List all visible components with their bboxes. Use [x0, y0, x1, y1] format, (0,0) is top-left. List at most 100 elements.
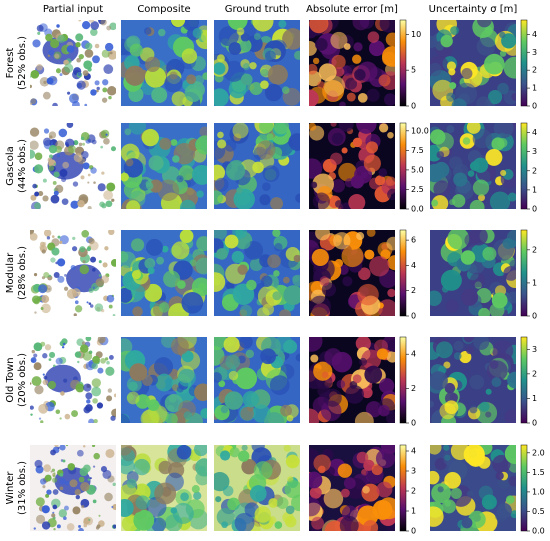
- image-texture: [75, 383, 85, 393]
- image-texture: [309, 497, 321, 517]
- image-texture: [375, 448, 395, 469]
- colorbar: [399, 229, 407, 317]
- image-texture: [238, 450, 250, 462]
- image-texture: [472, 157, 489, 173]
- image-texture: [364, 249, 375, 260]
- image-texture: [92, 355, 100, 364]
- image-texture: [321, 282, 337, 297]
- image-texture: [36, 63, 43, 71]
- image-texture: [283, 276, 290, 284]
- image-texture: [85, 404, 93, 412]
- image-texture: [267, 64, 288, 85]
- image-texture: [235, 367, 258, 390]
- image-texture: [449, 82, 457, 90]
- image-texture: [430, 445, 442, 455]
- image-texture: [82, 260, 86, 264]
- image-texture: [318, 63, 337, 82]
- image-texture: [62, 459, 66, 463]
- image-texture: [154, 482, 177, 505]
- image-texture: [79, 264, 90, 275]
- image-texture: [60, 391, 65, 396]
- image-texture: [70, 200, 79, 209]
- image-texture: [96, 402, 104, 409]
- image-texture: [91, 378, 101, 388]
- image-texture: [48, 274, 52, 278]
- image-texture: [220, 405, 229, 414]
- image-texture: [71, 246, 78, 252]
- image-texture: [90, 89, 97, 96]
- image-texture: [338, 123, 354, 132]
- image-texture: [105, 366, 115, 376]
- image-texture: [87, 478, 91, 481]
- image-texture: [440, 269, 462, 291]
- image-texture: [99, 201, 105, 208]
- image-texture: [147, 399, 160, 411]
- image-texture: [95, 278, 105, 287]
- image-texture: [488, 89, 503, 105]
- image-texture: [295, 193, 300, 203]
- image-texture: [463, 337, 474, 343]
- image-texture: [354, 69, 366, 81]
- image-texture: [281, 86, 290, 95]
- image-texture: [485, 388, 492, 395]
- image-texture: [282, 28, 300, 50]
- image-texture: [112, 504, 116, 510]
- image-texture: [44, 474, 52, 482]
- row-label: Old Town: [5, 357, 16, 402]
- image-texture: [354, 411, 374, 423]
- image-texture: [113, 393, 116, 398]
- image-texture: [63, 378, 68, 383]
- image-texture: [285, 516, 297, 528]
- image-texture: [345, 385, 364, 404]
- image-cell: [121, 20, 207, 106]
- image-texture: [108, 230, 115, 236]
- image-texture: [507, 239, 516, 249]
- colorbar: [520, 19, 528, 107]
- column-header: Partial input: [43, 4, 103, 15]
- image-texture: [353, 42, 363, 52]
- image-texture: [214, 177, 229, 192]
- image-texture: [492, 454, 511, 474]
- image-texture: [86, 399, 91, 404]
- image-texture: [50, 449, 56, 456]
- image-texture: [232, 123, 249, 139]
- row-label: Modular: [5, 252, 16, 293]
- image-texture: [70, 265, 76, 270]
- image-texture: [167, 405, 175, 412]
- image-texture: [33, 362, 42, 371]
- image-texture: [51, 235, 55, 238]
- image-texture: [55, 357, 63, 365]
- image-cell: [30, 445, 116, 531]
- image-texture: [104, 42, 114, 52]
- image-texture: [481, 494, 497, 510]
- image-texture: [42, 91, 51, 100]
- image-texture: [41, 295, 50, 304]
- image-texture: [80, 344, 89, 353]
- image-texture: [224, 391, 243, 410]
- image-texture: [90, 21, 100, 30]
- image-texture: [64, 413, 71, 420]
- image-texture: [489, 360, 499, 369]
- image-texture: [193, 75, 205, 86]
- image-texture: [476, 96, 492, 106]
- image-texture: [170, 20, 186, 28]
- image-cell: [214, 20, 300, 106]
- image-texture: [186, 74, 197, 85]
- colorbar-tick-label: 4: [411, 447, 416, 456]
- image-texture: [74, 305, 83, 313]
- image-texture: [43, 464, 51, 472]
- image-texture: [335, 200, 343, 208]
- image-texture: [357, 283, 379, 306]
- image-texture: [311, 516, 325, 530]
- image-texture: [171, 241, 190, 260]
- colorbar-tick-label: 3: [411, 467, 416, 476]
- image-texture: [272, 230, 281, 238]
- image-texture: [253, 33, 261, 40]
- image-texture: [40, 307, 44, 311]
- image-texture: [246, 279, 257, 291]
- image-texture: [30, 232, 38, 241]
- image-texture: [59, 73, 63, 77]
- image-texture: [56, 524, 61, 529]
- image-texture: [42, 137, 52, 147]
- image-texture: [52, 489, 59, 495]
